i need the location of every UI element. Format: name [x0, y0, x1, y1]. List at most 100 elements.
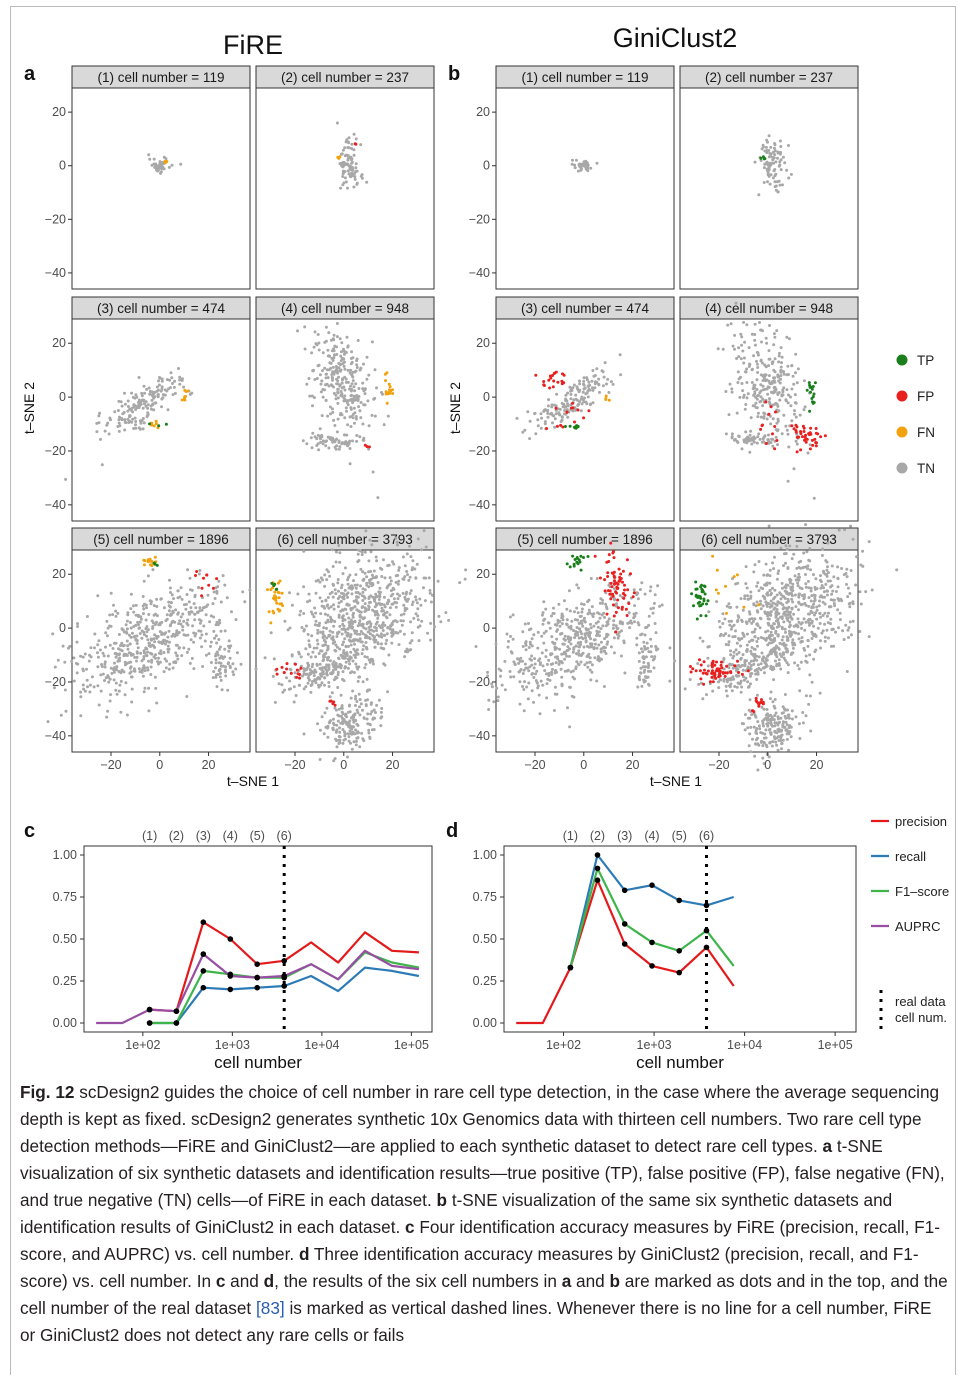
cell-point [565, 408, 569, 412]
cell-point [548, 626, 552, 630]
cell-point [525, 685, 529, 689]
cell-point [383, 372, 387, 376]
cell-point [217, 647, 221, 651]
cell-point [599, 640, 603, 644]
cell-point [386, 584, 390, 588]
cell-point [758, 616, 762, 620]
cell-point [764, 562, 768, 566]
cell-point [372, 638, 376, 642]
cell-point [784, 716, 788, 720]
cell-point [349, 732, 352, 736]
cell-point [116, 425, 120, 428]
cell-point [588, 631, 592, 635]
cell-point [765, 341, 769, 345]
cell-point [186, 568, 190, 572]
cell-point [744, 370, 748, 374]
cell-point [586, 665, 590, 669]
cell-point [303, 325, 307, 329]
cell-point [649, 637, 653, 641]
cell-point [334, 393, 338, 397]
cell-point [774, 435, 778, 439]
cell-point [596, 625, 600, 629]
giniclust2-facet-1: (1) cell number = 119 [495, 65, 675, 290]
cell-point [542, 384, 546, 387]
cell-point [282, 671, 286, 674]
cell-point [341, 619, 345, 623]
cell-point [348, 462, 352, 466]
cell-point [219, 600, 223, 604]
cell-point [806, 638, 810, 642]
cell-point [349, 415, 353, 419]
cell-point [773, 357, 777, 361]
cell-point [753, 754, 757, 758]
cell-point [321, 644, 325, 648]
cell-point [550, 670, 554, 674]
cell-point [552, 709, 556, 712]
cell-point [405, 570, 409, 573]
cell-point [571, 554, 575, 558]
cell-point [673, 659, 677, 663]
cell-point [343, 176, 347, 180]
cell-point [794, 439, 798, 443]
cell-point [107, 680, 111, 684]
cell-point [579, 409, 583, 413]
cell-point [355, 700, 359, 703]
cell-point [500, 683, 504, 687]
cell-point [349, 650, 353, 654]
cell-point [534, 679, 538, 683]
cell-point [761, 423, 764, 427]
cell-point [312, 674, 316, 678]
cell-point [738, 682, 742, 686]
cell-point [606, 633, 610, 637]
cell-point [339, 599, 343, 603]
cell-point [769, 638, 773, 642]
cell-point [774, 631, 778, 635]
cell-point [776, 617, 780, 621]
cell-point [169, 623, 173, 627]
cell-point [789, 578, 793, 582]
cell-point [631, 595, 635, 599]
cell-point [789, 395, 792, 399]
cell-point [544, 655, 548, 659]
cell-point [773, 385, 777, 389]
cell-point [587, 385, 590, 388]
cell-point [346, 755, 349, 759]
cell-point [168, 586, 172, 590]
cell-point [345, 593, 349, 596]
cell-point [784, 586, 788, 590]
cell-point [306, 652, 310, 656]
cell-point [331, 641, 335, 645]
cell-point [351, 689, 355, 693]
cell-point [147, 686, 151, 690]
cell-point [555, 670, 558, 674]
cell-point [606, 622, 610, 626]
cell-point [306, 661, 310, 665]
cell-point [167, 609, 171, 613]
cell-point [288, 679, 292, 683]
cell-point [394, 580, 398, 584]
cell-point [354, 369, 358, 373]
cell-point [320, 599, 324, 603]
cell-point [302, 549, 306, 553]
cell-point [231, 662, 235, 666]
cell-point [752, 602, 756, 606]
cell-point [111, 647, 115, 650]
cell-point [430, 593, 434, 597]
cell-point [518, 702, 522, 706]
cell-point [145, 654, 149, 658]
cell-point [547, 378, 551, 382]
cell-point [410, 639, 414, 643]
cell-point [348, 710, 352, 714]
cell-point [134, 638, 138, 642]
cell-point [788, 544, 792, 548]
cell-point [159, 649, 163, 653]
cell-point [408, 575, 412, 579]
cell-point [783, 725, 787, 729]
cell-point [797, 578, 801, 582]
cell-point [764, 728, 768, 732]
cell-point [544, 648, 548, 652]
cell-point [109, 693, 112, 697]
cell-point [331, 548, 334, 552]
cell-point [123, 661, 127, 664]
cell-point [379, 724, 383, 728]
